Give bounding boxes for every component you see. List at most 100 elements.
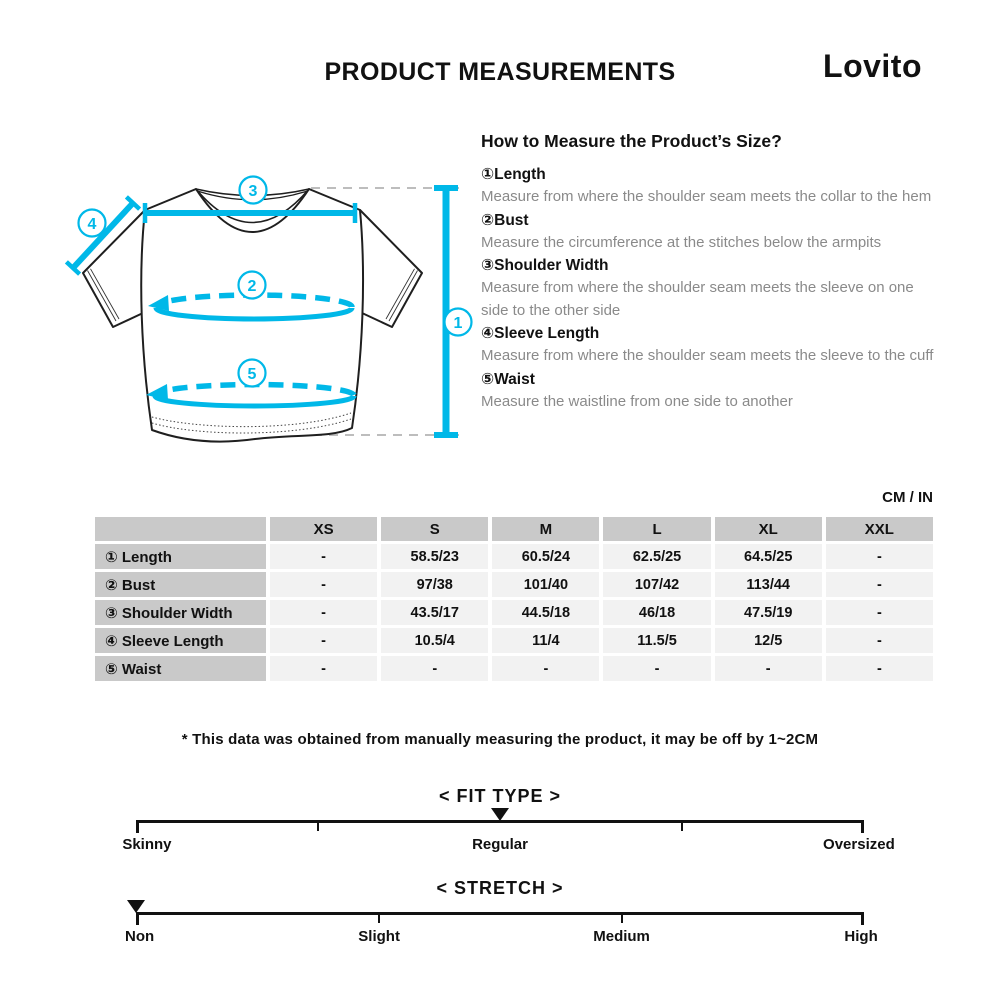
table-row: ① Length -58.5/23 60.5/24 62.5/25 64.5/25- (95, 544, 933, 569)
how-to-item-desc: Measure from where the shoulder seam mee… (481, 347, 934, 364)
measurement-cell: 11.5/5 (603, 628, 711, 653)
stretch-labels: Non Slight Medium High (125, 928, 878, 948)
measurement-cell: 10.5/4 (381, 628, 489, 653)
how-to-item-title: ③Shoulder Width (481, 257, 609, 274)
measurement-cell: - (270, 544, 378, 569)
table-row: ⑤ Waist - - - - - - (95, 656, 933, 681)
row-label: ② Bust (95, 572, 266, 597)
measurement-cell: 47.5/19 (714, 600, 822, 625)
how-to-title: How to Measure the Product’s Size? (481, 131, 782, 151)
measurement-cell: - (825, 544, 933, 569)
length-cap (434, 185, 458, 438)
how-to-item-title: ①Length (481, 166, 546, 183)
size-column-header: L (603, 517, 711, 541)
how-to-item-desc: Measure the circumference at the stitche… (481, 233, 882, 251)
right-cuff-stitch (385, 268, 415, 320)
fit-type-labels: Skinny Regular Oversized (122, 836, 894, 856)
measurement-cell: 107/42 (603, 572, 711, 597)
scale-endcap (861, 912, 864, 925)
measurement-cell: 101/40 (492, 572, 600, 597)
table-row: ④ Sleeve Length -10.5/4 11/4 11.5/5 12/5- (95, 628, 933, 653)
how-to-item-title: ④Sleeve Length (481, 325, 600, 342)
how-to-item-title: ②Bust (481, 211, 529, 229)
page-title: PRODUCT MEASUREMENTS (324, 58, 676, 86)
fit-type-title: < FIT TYPE > (438, 786, 562, 806)
fit-type-label-regular: Regular (472, 836, 528, 853)
how-to-item: ②Bust Measure the circumference at the st… (481, 209, 941, 255)
how-to-item: ④Sleeve Length Measure from where the sho… (481, 322, 941, 368)
stretch-label-medium: Medium (593, 928, 650, 945)
scale-endcap (136, 912, 139, 925)
fit-type-label-skinny: Skinny (122, 836, 172, 853)
right-cuff-stitch (388, 270, 418, 322)
how-to-list: ①Length Measure from where the shoulder s… (481, 163, 941, 413)
size-column-header: XL (714, 517, 822, 541)
callout-4-label: 4 (88, 216, 97, 233)
fit-type-line (136, 808, 864, 833)
sleeve-length-line (70, 200, 136, 271)
bust-ellipse-dashed (164, 292, 355, 308)
waist-ellipse-dashed (163, 381, 357, 397)
measurement-cell: 44.5/18 (492, 600, 600, 625)
row-label: ③ Shoulder Width (95, 600, 266, 625)
callout-3-label: 3 (249, 183, 258, 200)
row-label: ⑤ Waist (95, 656, 266, 681)
measurement-cell: 97/38 (381, 572, 489, 597)
left-cuff-stitch (87, 270, 117, 322)
fit-type-scale: < FIT TYPE > Skinny Regular Oversized (0, 786, 1000, 856)
fit-type-label-oversized: Oversized (823, 836, 895, 853)
measurement-cell: 43.5/17 (381, 600, 489, 625)
size-table-header-row: XS S M L XL XXL (95, 517, 933, 541)
stretch-title: < STRETCH > (436, 878, 564, 898)
collar-front-band (195, 188, 310, 224)
row-label: ④ Sleeve Length (95, 628, 266, 653)
waist-arrowhead (146, 384, 168, 400)
how-to-item: ①Length Measure from where the shoulder s… (481, 163, 941, 209)
brand-logo: Lovito (823, 48, 922, 84)
measurement-cell: 12/5 (714, 628, 822, 653)
stretch-label-high: High (844, 928, 878, 945)
bust-ellipse-solid (153, 307, 355, 322)
measurement-cell: - (825, 600, 933, 625)
stretch-line (127, 900, 864, 925)
stretch-scale: < STRETCH > Non Slight Medium High (0, 878, 1000, 948)
fit-type-marker-regular (491, 808, 509, 821)
shoulder-width-cap (142, 203, 358, 223)
measurement-cell: 62.5/25 (603, 544, 711, 569)
size-table: XS S M L XL XXL ① Length -58.5/23 60.5/24 62.5/2… (91, 514, 937, 684)
scale-tick (317, 820, 319, 831)
callout-4-sleeve-length: 4 (77, 208, 107, 238)
size-column-header: XXL (825, 517, 933, 541)
callout-5-waist: 5 (237, 358, 267, 388)
measurement-cell: - (270, 572, 378, 597)
left-cuff-stitch (90, 268, 120, 320)
right-sleeve (359, 209, 423, 328)
disclaimer-note: * This data was obtained from manually m… (181, 731, 819, 748)
callout-2-bust: 2 (237, 270, 267, 300)
measurement-cell: - (825, 572, 933, 597)
table-row: ② Bust -97/38 101/40 107/42 113/44- (95, 572, 933, 597)
waist-ellipse-solid (152, 394, 357, 409)
measurement-cell: - (603, 656, 711, 681)
how-to-item-title: ⑤Waist (481, 370, 535, 388)
bust-arrowhead (148, 295, 169, 311)
measurement-cell: 58.5/23 (381, 544, 489, 569)
left-sleeve (82, 209, 146, 328)
measurement-cell: 64.5/25 (714, 544, 822, 569)
stretch-label-non: Non (125, 928, 155, 945)
unit-label: CM / IN (882, 489, 933, 506)
scale-endcap (136, 820, 139, 833)
size-column-header: S (381, 517, 489, 541)
stretch-marker-non (127, 900, 145, 913)
measurement-cell: - (270, 600, 378, 625)
callout-5-label: 5 (248, 366, 257, 383)
hem-stitch (151, 412, 352, 428)
size-table-body: ① Length -58.5/23 60.5/24 62.5/25 64.5/25- ② … (95, 544, 933, 681)
callout-1-length: 1 (443, 307, 473, 337)
scale-tick (681, 820, 683, 831)
measurement-cell: - (714, 656, 822, 681)
how-to-item-desc: Measure from where the shoulder seam mee… (481, 279, 914, 319)
scale-tick (620, 912, 623, 923)
shirt-body (140, 188, 365, 443)
